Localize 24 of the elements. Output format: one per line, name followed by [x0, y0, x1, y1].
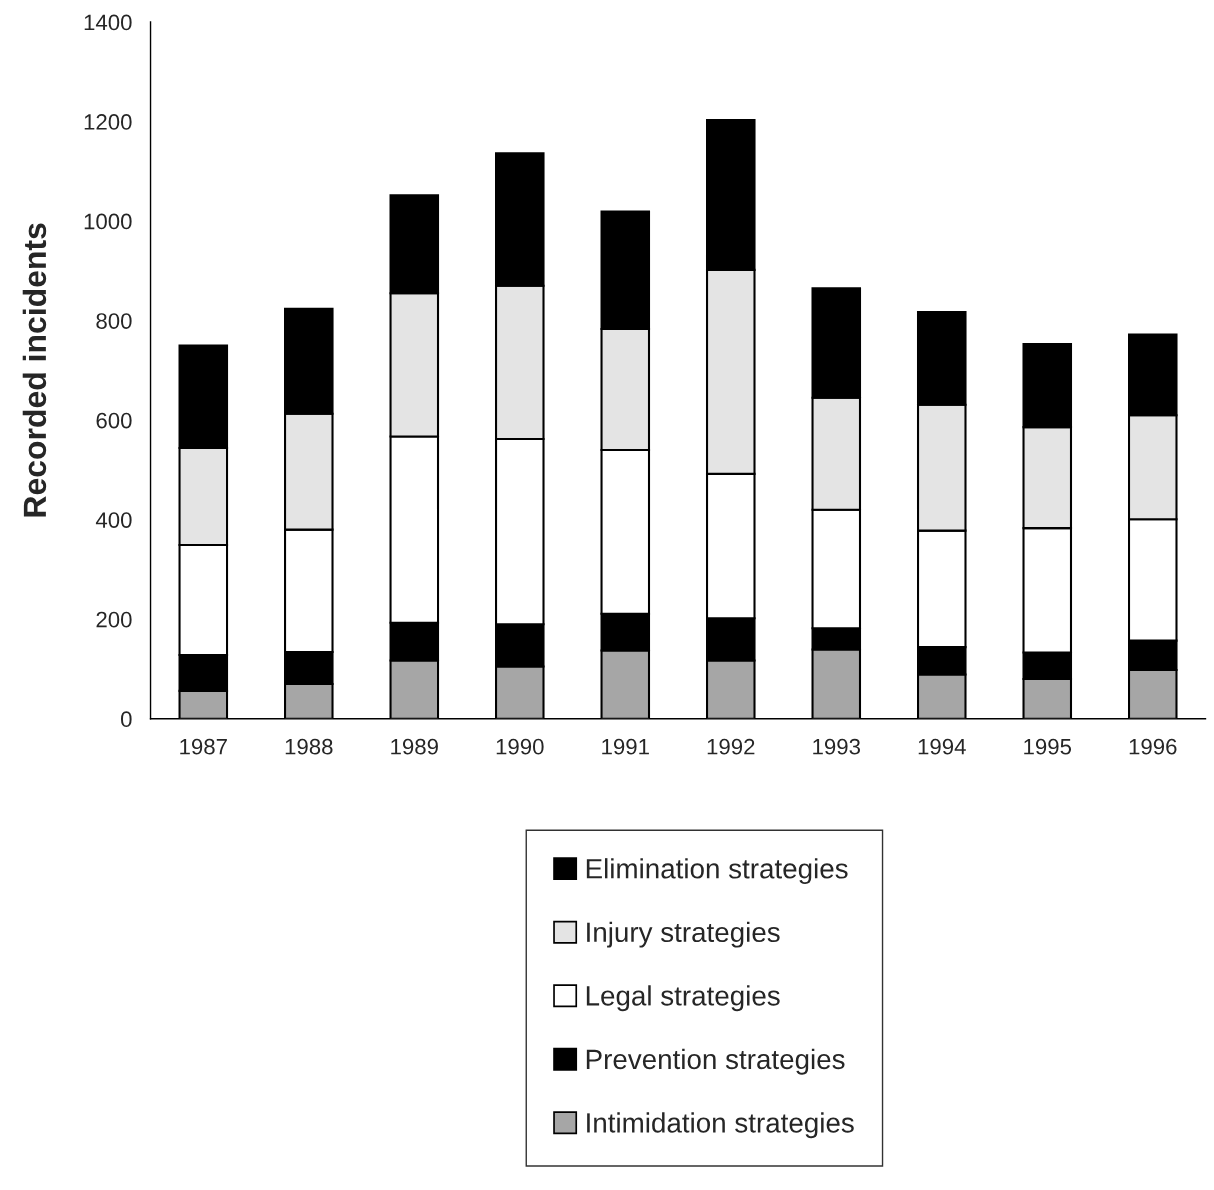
x-tick-label: 1991: [602, 738, 649, 755]
x-tick-label: 1993: [813, 738, 861, 755]
y-tick-label: 1200: [84, 114, 132, 130]
x-tick-label: 1990: [496, 738, 544, 755]
y-tick-label: 1400: [84, 14, 132, 31]
legend-label: Prevention strategies: [586, 1048, 845, 1075]
y-tick-label: 0: [120, 711, 132, 728]
legend-label: Intimidation strategies: [587, 1112, 854, 1139]
y-tick-label: 600: [96, 412, 132, 429]
y-tick-label: 800: [96, 313, 132, 329]
legend-label: Injury strategies: [587, 921, 780, 948]
y-tick-label: 1000: [84, 213, 132, 230]
x-tick-label: 1988: [285, 738, 333, 755]
x-tick-label: 1992: [707, 738, 755, 755]
y-axis-title: Recorded incidents: [22, 223, 47, 517]
x-tick-label: 1995: [1024, 738, 1072, 755]
x-tick-label: 1989: [391, 738, 438, 755]
y-tick-label: 400: [95, 512, 132, 528]
x-tick-label: 1987: [180, 738, 227, 755]
legend-label: Legal strategies: [586, 985, 780, 1012]
x-tick-label: 1994: [918, 738, 966, 755]
x-tick-label: 1996: [1129, 738, 1177, 755]
legend-label: Elimination strategies: [586, 858, 848, 885]
y-tick-label: 200: [96, 611, 132, 628]
